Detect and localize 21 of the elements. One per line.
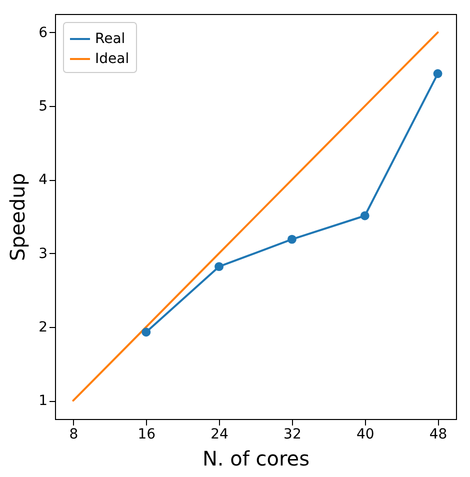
x-tick-label: 16 (138, 426, 156, 442)
point (214, 262, 224, 272)
y-tick-label: 6 (38, 24, 48, 41)
y-tick-label: 3 (38, 246, 48, 262)
point (360, 211, 370, 220)
point (433, 69, 442, 78)
legend-label: Ideal (95, 51, 130, 67)
legend-label: Real (95, 31, 126, 47)
x-tick-label: 32 (284, 426, 302, 442)
point (142, 328, 151, 337)
y-tick-label: 2 (38, 319, 48, 336)
x-tick-label: 48 (429, 426, 448, 442)
y-tick-label: 1 (38, 393, 48, 410)
x-tick-label: 40 (356, 426, 374, 442)
point (287, 234, 296, 244)
x-tick-label: 24 (210, 426, 229, 442)
y-tick-label: 4 (38, 172, 48, 188)
y-tick-label: 5 (38, 98, 48, 115)
x-tick-label: 8 (69, 426, 78, 442)
y-axis-title: Speedup (6, 172, 30, 262)
x-axis-title: N. of cores (202, 446, 310, 470)
